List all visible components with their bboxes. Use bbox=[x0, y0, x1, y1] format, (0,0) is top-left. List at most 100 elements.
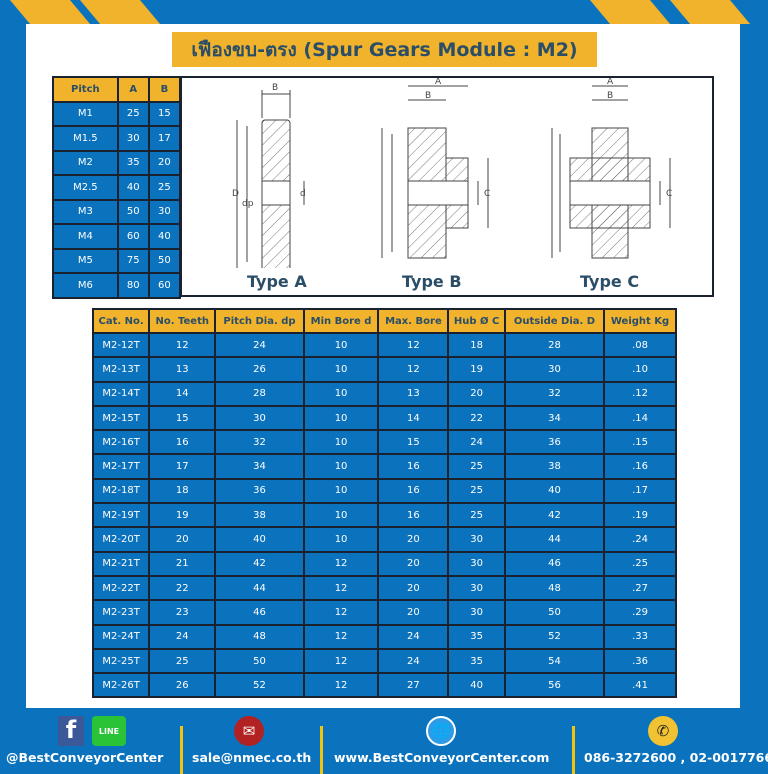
size-cell: M1 bbox=[52, 100, 119, 127]
spec-cell: 20 bbox=[377, 550, 450, 577]
spec-cell: 12 bbox=[148, 331, 217, 359]
spec-cell: 20 bbox=[377, 574, 450, 602]
size-header: B bbox=[147, 76, 182, 103]
type-a-label: Type A bbox=[247, 272, 307, 291]
spec-cell: 20 bbox=[447, 380, 506, 407]
gear-drawings: B D dp d A B C A B C Type A Type B Type … bbox=[180, 76, 714, 297]
spec-cell: 12 bbox=[302, 672, 380, 699]
size-cell: 80 bbox=[116, 272, 150, 299]
spec-cell: M2-26T bbox=[91, 672, 151, 699]
website-link[interactable]: www.BestConveyorCenter.com bbox=[334, 750, 550, 765]
spec-cell: 52 bbox=[503, 623, 606, 650]
dim-d-outer-label: D bbox=[232, 189, 239, 199]
spec-cell: .14 bbox=[603, 404, 677, 432]
spec-cell: .19 bbox=[603, 502, 677, 529]
email-icon: ✉ bbox=[234, 716, 264, 746]
spec-cell: M2-15T bbox=[91, 404, 151, 432]
spec-cell: 16 bbox=[377, 477, 450, 505]
spec-cell: M2-17T bbox=[91, 453, 151, 480]
spec-cell: 10 bbox=[302, 404, 380, 432]
size-cell: 20 bbox=[147, 149, 182, 176]
table-row: M2.5 40 25 bbox=[52, 174, 182, 201]
spec-cell: 10 bbox=[302, 453, 380, 480]
spec-cell: M2-19T bbox=[91, 502, 151, 529]
decor-stripe bbox=[9, 0, 91, 24]
spec-cell: 25 bbox=[447, 502, 506, 529]
spec-cell: 25 bbox=[148, 647, 217, 675]
type-b-label: Type B bbox=[402, 272, 462, 291]
spec-cell: .41 bbox=[603, 672, 677, 699]
size-cell: 50 bbox=[116, 198, 150, 225]
size-cell: 30 bbox=[116, 125, 150, 152]
spec-cell: 10 bbox=[302, 356, 380, 383]
size-cell: 30 bbox=[147, 198, 182, 225]
spec-cell: 18 bbox=[447, 331, 506, 359]
table-row: M2-20T 20 40 10 20 30 44.24 bbox=[91, 526, 677, 553]
spec-header: Cat. No. bbox=[91, 308, 151, 334]
table-row: M6 80 60 bbox=[52, 272, 182, 299]
table-row: M5 75 50 bbox=[52, 247, 182, 274]
table-row: M2-18T 18 36 10 16 25 40.17 bbox=[91, 477, 677, 505]
spec-cell: 50 bbox=[503, 599, 606, 626]
spec-cell: 40 bbox=[447, 672, 506, 699]
spec-cell: 15 bbox=[377, 429, 450, 456]
spec-cell: .16 bbox=[603, 453, 677, 480]
spec-cell: 23 bbox=[148, 599, 217, 626]
spec-cell: 24 bbox=[377, 647, 450, 675]
spec-cell: M2-22T bbox=[91, 574, 151, 602]
size-cell: 60 bbox=[116, 223, 150, 250]
divider bbox=[180, 726, 183, 774]
spec-cell: .17 bbox=[603, 477, 677, 505]
size-cell: 35 bbox=[116, 149, 150, 176]
spec-cell: 10 bbox=[302, 331, 380, 359]
spec-cell: 12 bbox=[302, 623, 380, 650]
size-cell: 25 bbox=[116, 100, 150, 127]
social-handle[interactable]: @BestConveyorCenter bbox=[6, 750, 164, 765]
table-row: M1 25 15 bbox=[52, 100, 182, 127]
spec-cell: M2-21T bbox=[91, 550, 151, 577]
dim-b-label: B bbox=[272, 83, 278, 93]
spec-cell: 34 bbox=[503, 404, 606, 432]
spec-cell: .29 bbox=[603, 599, 677, 626]
divider bbox=[320, 726, 323, 774]
facebook-icon[interactable]: f bbox=[58, 716, 84, 746]
table-row: M2-22T 22 44 12 20 30 48.27 bbox=[91, 574, 677, 602]
spec-cell: 44 bbox=[214, 574, 305, 602]
spec-header: Pitch Dia. dp bbox=[214, 308, 305, 334]
spec-cell: 15 bbox=[148, 404, 217, 432]
spec-cell: 24 bbox=[214, 331, 305, 359]
table-row: M2-12T 12 24 10 12 18 28.08 bbox=[91, 331, 677, 359]
spec-cell: .24 bbox=[603, 526, 677, 553]
dim-dp-label: dp bbox=[242, 199, 254, 209]
dim-a-label: A bbox=[607, 78, 614, 87]
spec-cell: 10 bbox=[302, 526, 380, 553]
size-cell: 40 bbox=[147, 223, 182, 250]
spec-cell: 12 bbox=[302, 599, 380, 626]
size-cell: M2 bbox=[52, 149, 119, 176]
spec-cell: M2-16T bbox=[91, 429, 151, 456]
spec-cell: 13 bbox=[148, 356, 217, 383]
spec-cell: 16 bbox=[377, 502, 450, 529]
spec-cell: 13 bbox=[377, 380, 450, 407]
spec-cell: 12 bbox=[302, 550, 380, 577]
spec-header: Weight Kg bbox=[603, 308, 677, 334]
spec-cell: 38 bbox=[503, 453, 606, 480]
spec-header: Hub Ø C bbox=[447, 308, 506, 334]
spec-cell: 30 bbox=[447, 574, 506, 602]
spec-cell: 14 bbox=[377, 404, 450, 432]
spec-cell: 34 bbox=[214, 453, 305, 480]
spec-cell: 17 bbox=[148, 453, 217, 480]
line-icon[interactable]: LINE bbox=[92, 716, 126, 746]
spec-cell: 12 bbox=[302, 574, 380, 602]
table-row: M2-23T 23 46 12 20 30 50.29 bbox=[91, 599, 677, 626]
spec-cell: 30 bbox=[447, 526, 506, 553]
spec-header: Min Bore d bbox=[302, 308, 380, 334]
spec-cell: 30 bbox=[447, 599, 506, 626]
table-row: M2-24T 24 48 12 24 35 52.33 bbox=[91, 623, 677, 650]
email-link[interactable]: sale@nmec.co.th bbox=[192, 750, 312, 765]
phone-number[interactable]: 086-3272600 , 02-0017766 bbox=[584, 750, 768, 765]
spec-cell: 40 bbox=[503, 477, 606, 505]
spec-cell: M2-23T bbox=[91, 599, 151, 626]
spec-cell: 20 bbox=[377, 599, 450, 626]
spec-cell: M2-20T bbox=[91, 526, 151, 553]
